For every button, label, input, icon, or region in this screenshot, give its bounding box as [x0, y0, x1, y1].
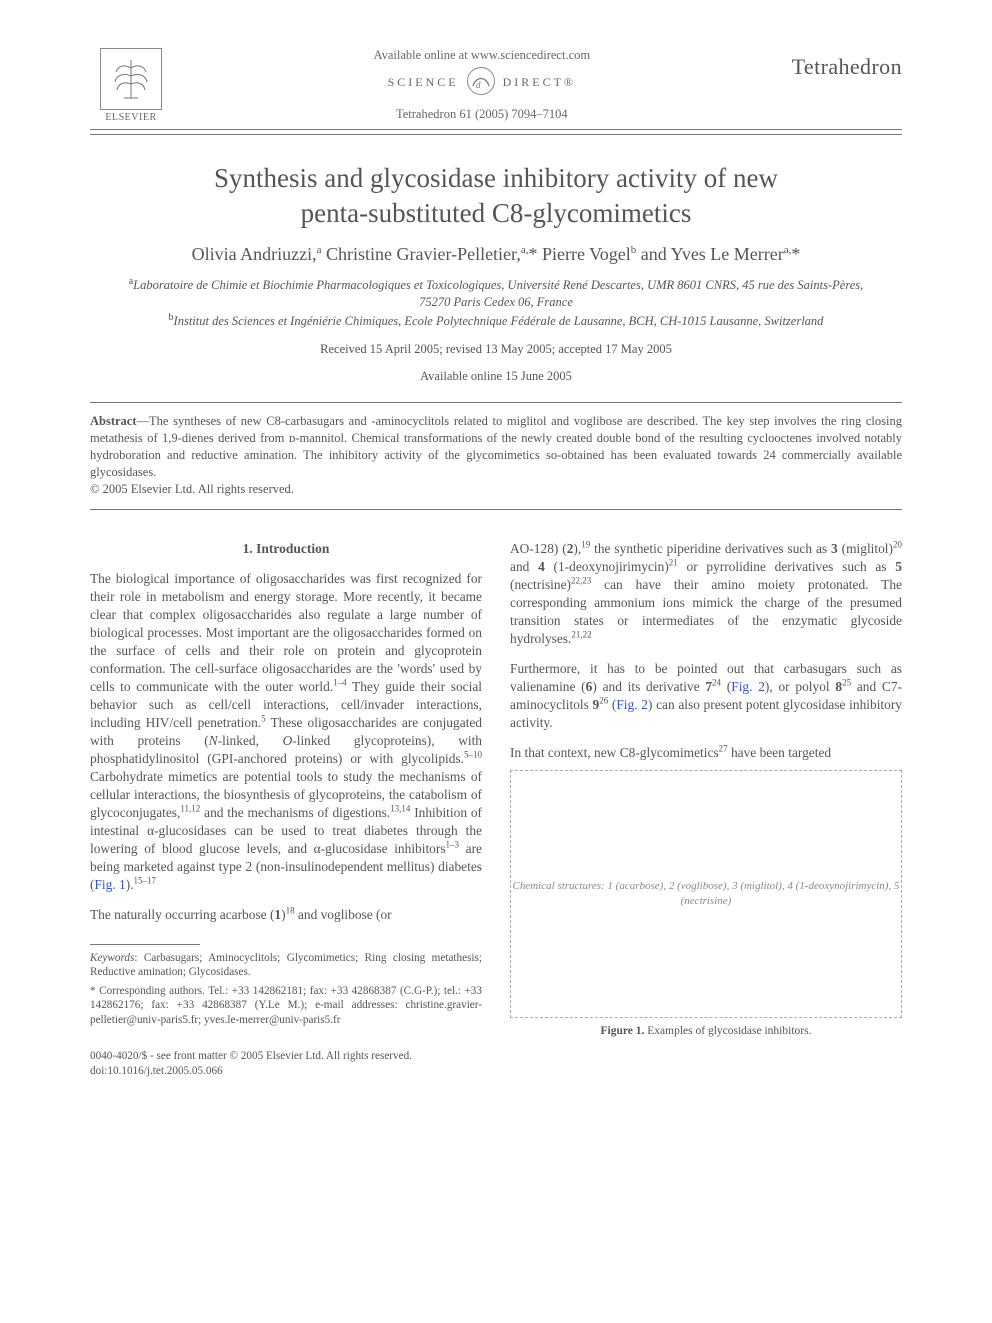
figure-1: Chemical structures: 1 (acarbose), 2 (vo…: [510, 770, 902, 1018]
title-line-1: Synthesis and glycosidase inhibitory act…: [214, 163, 778, 193]
abstract: Abstract—The syntheses of new C8-carbasu…: [90, 402, 902, 510]
received-dates: Received 15 April 2005; revised 13 May 2…: [90, 342, 902, 357]
sd-right: DIRECT®: [503, 75, 576, 89]
figure-1-caption-text: Examples of glycosidase inhibitors.: [647, 1025, 811, 1037]
front-matter: 0040-4020/$ - see front matter © 2005 El…: [90, 1049, 482, 1079]
article-title: Synthesis and glycosidase inhibitory act…: [130, 161, 862, 230]
online-date: Available online 15 June 2005: [90, 369, 902, 384]
sd-swirl-icon: d: [467, 67, 495, 95]
intro-para-2: The naturally occurring acarbose (1)18 a…: [90, 906, 482, 924]
affiliation-a: aLaboratoire de Chimie et Biochimie Phar…: [120, 275, 872, 311]
authors: Olivia Andriuzzi,a Christine Gravier-Pel…: [90, 244, 902, 265]
abstract-label: Abstract: [90, 414, 137, 428]
header-center: Available online at www.sciencedirect.co…: [172, 48, 792, 122]
left-column: 1. Introduction The biological importanc…: [90, 540, 482, 1079]
intro-para-1: The biological importance of oligosaccha…: [90, 570, 482, 893]
figure-1-placeholder: Chemical structures: 1 (acarbose), 2 (vo…: [511, 879, 901, 908]
journal-header: ELSEVIER Available online at www.science…: [90, 48, 902, 123]
sciencedirect-logo: SCIENCE d DIRECT®: [388, 69, 576, 97]
front-matter-text: 0040-4020/$ - see front matter © 2005 El…: [90, 1049, 482, 1064]
figure-1-caption: Figure 1. Examples of glycosidase inhibi…: [510, 1024, 902, 1039]
right-para-3: In that context, new C8-glycomimetics27 …: [510, 744, 902, 762]
abstract-text: —The syntheses of new C8-carbasugars and…: [90, 414, 902, 479]
right-para-2: Furthermore, it has to be pointed out th…: [510, 660, 902, 732]
keywords-text: Carbasugars; Aminocyclitols; Glycomimeti…: [90, 952, 482, 979]
title-line-2: penta-substituted C8-glycomimetics: [301, 198, 692, 228]
svg-text:d: d: [476, 80, 484, 90]
right-column: AO-128) (2),19 the synthetic piperidine …: [510, 540, 902, 1079]
publisher-logo-block: ELSEVIER: [90, 48, 172, 123]
available-online: Available online at www.sciencedirect.co…: [374, 48, 591, 63]
affiliation-b: bInstitut des Sciences et Ingéniérie Chi…: [120, 311, 872, 330]
body-columns: 1. Introduction The biological importanc…: [90, 540, 902, 1079]
journal-name: Tetrahedron: [792, 54, 902, 80]
header-rule: [90, 129, 902, 135]
footnote-rule: [90, 944, 200, 945]
sd-left: SCIENCE: [388, 75, 459, 89]
journal-reference: Tetrahedron 61 (2005) 7094–7104: [396, 107, 568, 122]
elsevier-tree-icon: [100, 48, 162, 110]
corresponding-author: * Corresponding authors. Tel.: +33 14286…: [90, 984, 482, 1028]
abstract-copyright: © 2005 Elsevier Ltd. All rights reserved…: [90, 481, 902, 498]
right-para-1: AO-128) (2),19 the synthetic piperidine …: [510, 540, 902, 648]
doi: doi:10.1016/j.tet.2005.05.066: [90, 1064, 482, 1079]
keywords-label: Keywords: [90, 952, 134, 964]
publisher-name: ELSEVIER: [105, 112, 156, 123]
section-heading-intro: 1. Introduction: [90, 540, 482, 558]
footnotes: Keywords: Carbasugars; Aminocyclitols; G…: [90, 951, 482, 1028]
